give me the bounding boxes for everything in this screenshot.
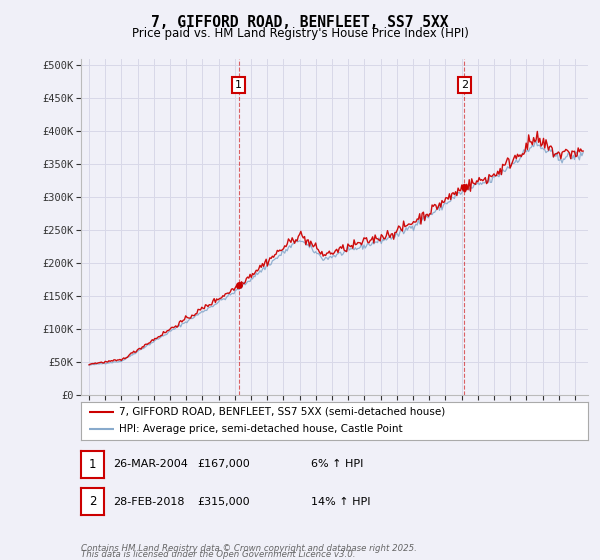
Text: £167,000: £167,000 <box>197 459 250 469</box>
Text: £315,000: £315,000 <box>197 497 250 507</box>
Text: 2: 2 <box>89 495 96 508</box>
Text: 28-FEB-2018: 28-FEB-2018 <box>113 497 184 507</box>
Text: 1: 1 <box>235 80 242 90</box>
Text: 6% ↑ HPI: 6% ↑ HPI <box>311 459 363 469</box>
Text: Contains HM Land Registry data © Crown copyright and database right 2025.: Contains HM Land Registry data © Crown c… <box>81 544 417 553</box>
Text: 14% ↑ HPI: 14% ↑ HPI <box>311 497 370 507</box>
Text: 26-MAR-2004: 26-MAR-2004 <box>113 459 188 469</box>
Text: HPI: Average price, semi-detached house, Castle Point: HPI: Average price, semi-detached house,… <box>119 424 403 435</box>
Text: 7, GIFFORD ROAD, BENFLEET, SS7 5XX: 7, GIFFORD ROAD, BENFLEET, SS7 5XX <box>151 15 449 30</box>
Text: Price paid vs. HM Land Registry's House Price Index (HPI): Price paid vs. HM Land Registry's House … <box>131 27 469 40</box>
Text: 2: 2 <box>461 80 468 90</box>
Text: 1: 1 <box>89 458 96 471</box>
Text: 7, GIFFORD ROAD, BENFLEET, SS7 5XX (semi-detached house): 7, GIFFORD ROAD, BENFLEET, SS7 5XX (semi… <box>119 407 445 417</box>
Text: This data is licensed under the Open Government Licence v3.0.: This data is licensed under the Open Gov… <box>81 550 355 559</box>
